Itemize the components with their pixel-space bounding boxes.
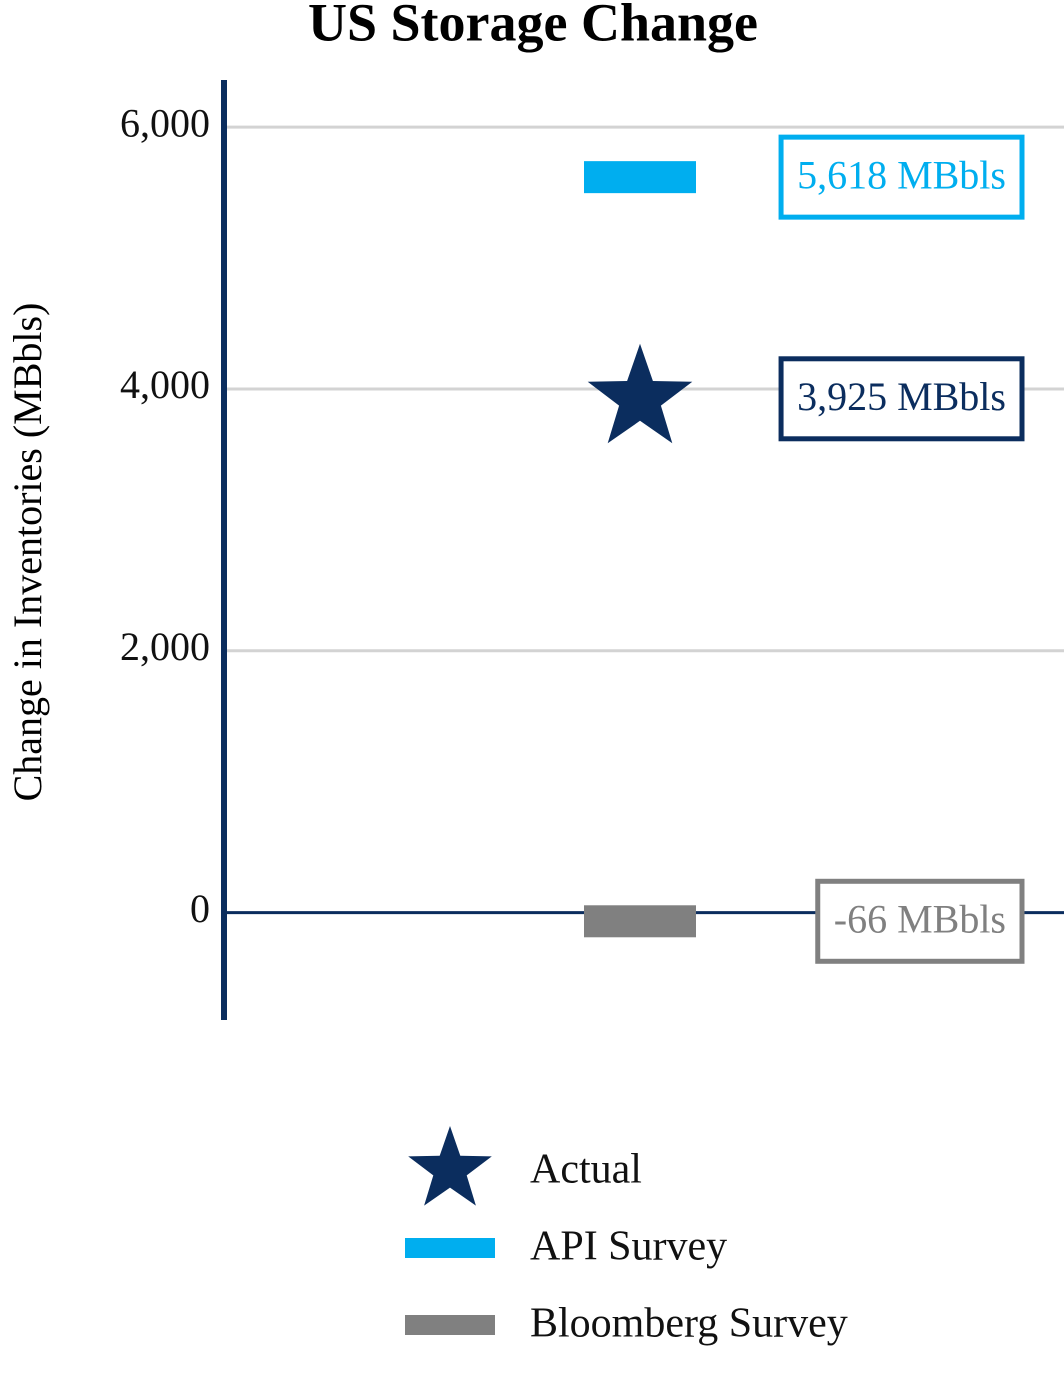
legend-label: Actual [530,1147,642,1193]
y-tick-label: 2,000 [120,624,210,669]
value-label-box [815,878,1025,964]
legend-label: Bloomberg Survey [530,1301,848,1347]
legend-label: API Survey [530,1224,727,1270]
value-label-box [778,134,1025,220]
y-tick-label: 4,000 [120,362,210,407]
bar-marker [584,905,696,938]
legend-swatch [405,1315,495,1335]
legend-star [408,1126,492,1206]
star-marker [587,343,693,444]
chart-title: US Storage Change [308,0,758,52]
bar-marker [584,161,696,194]
y-tick-label: 0 [190,886,210,931]
value-label: 5,618 MBbls [797,152,1006,197]
y-tick-label: 6,000 [120,100,210,145]
value-label-box [778,356,1025,442]
value-label: 3,925 MBbls [797,374,1006,419]
legend-swatch [405,1238,495,1258]
y-axis-label: Change in Inventories (MBbls) [5,303,50,802]
value-label: -66 MBbls [834,896,1006,941]
